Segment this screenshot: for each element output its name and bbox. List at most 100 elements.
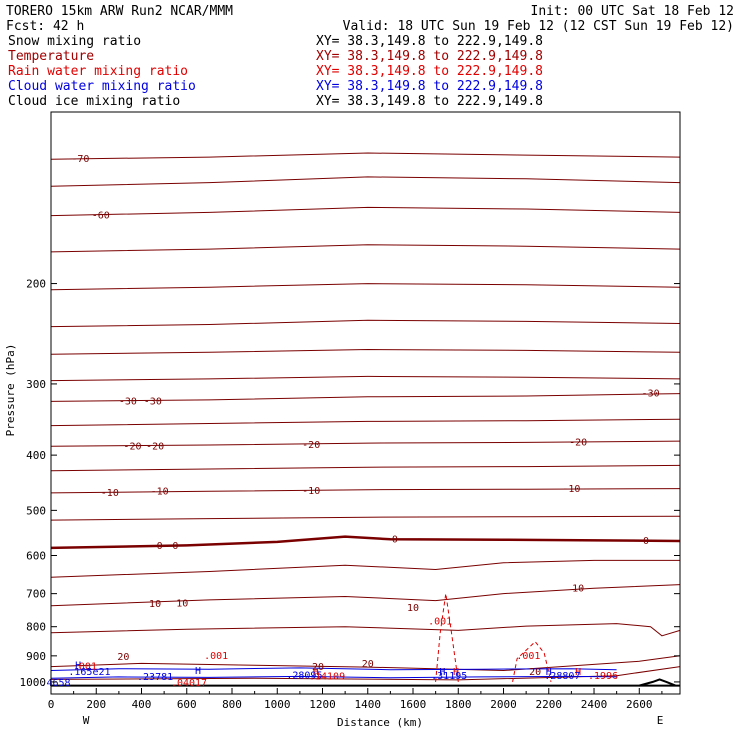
contour-label: -20 — [569, 437, 587, 448]
plot-frame — [50, 111, 681, 695]
cloud-water-contour — [50, 667, 617, 671]
temperature-contour — [50, 440, 681, 447]
x-axis-label: Distance (km) — [337, 716, 423, 729]
temperature-contour — [50, 488, 681, 494]
temperature-contour — [50, 515, 681, 521]
temperature-contour — [50, 375, 681, 382]
contour-label: 20 — [117, 652, 129, 663]
contour-label: -30 — [119, 396, 137, 407]
rain-contours — [435, 593, 552, 683]
y-tick-label: 800 — [26, 621, 46, 634]
legend-item-xy: XY= 38.3,149.8 to 222.9,149.8 — [316, 79, 543, 94]
max-annotation: H — [439, 667, 445, 678]
temperature-contour — [50, 393, 681, 402]
header-init-time: Init: 00 UTC Sat 18 Feb 12 — [531, 4, 735, 19]
x-tick-label: 400 — [132, 698, 152, 711]
contour-label: 10 — [572, 583, 584, 594]
x-tick-label: 0 — [48, 698, 55, 711]
temperature-contour — [50, 348, 681, 355]
contour-label: 0 — [172, 541, 178, 552]
y-tick-label: 900 — [26, 650, 46, 663]
contour-label: 20 — [529, 667, 541, 678]
temperature-contour — [50, 176, 681, 187]
temperature-contour — [50, 283, 681, 291]
max-annotation: H — [453, 667, 459, 678]
temperature-contour — [50, 206, 681, 217]
max-annotation: .001 — [73, 662, 97, 673]
max-annotation: .23781 — [137, 672, 173, 683]
temperature-contour — [50, 418, 681, 427]
contour-label: 10 — [176, 598, 188, 609]
legend-item-label: Temperature — [8, 49, 94, 64]
x-tick-label: 1000 — [264, 698, 291, 711]
x-tick-label: 1200 — [309, 698, 336, 711]
cloud-water-contours — [50, 667, 617, 679]
max-annotation: H — [575, 667, 581, 678]
header: TORERO 15km ARW Run2 NCAR/MMM Init: 00 U… — [6, 4, 734, 34]
y-tick-label: 700 — [26, 588, 46, 601]
x-tick-label: 600 — [177, 698, 197, 711]
max-annotation: H — [313, 667, 319, 678]
max-annotation: .04017 — [171, 678, 207, 689]
contour-label: 20 — [362, 659, 374, 670]
x-tick-label: 800 — [222, 698, 242, 711]
contour-label: 0 — [392, 534, 398, 545]
contour-label: 10 — [149, 599, 161, 610]
east-end-label: E — [657, 714, 664, 727]
temperature-contour — [50, 244, 681, 253]
legend-item-label: Snow mixing ratio — [8, 34, 141, 49]
max-annotation: H — [195, 666, 201, 677]
contour-label: 20 — [312, 662, 324, 673]
x-tick-label: 2400 — [581, 698, 608, 711]
legend-item-label: Rain water mixing ratio — [8, 64, 188, 79]
max-annotation: .001 — [204, 651, 228, 662]
contour-label: -20 — [146, 441, 164, 452]
legend-item-label: Cloud water mixing ratio — [8, 79, 196, 94]
max-annotation: .28095 — [286, 671, 322, 682]
max-annotation: .4658 — [40, 678, 70, 689]
temperature-contour — [50, 559, 680, 578]
y-axis-label: Pressure (hPa) — [4, 344, 17, 437]
terrain-bump — [639, 678, 676, 687]
temperature-contours — [50, 152, 681, 681]
contour-labels: -70 -60 -30 -30 -30 -20 -20 -20 -20 -10 -10 -10 -10 0… — [71, 154, 659, 678]
contour-label: -20 — [302, 440, 320, 451]
x-tick-label: 200 — [86, 698, 106, 711]
max-annotation: .31195 — [431, 671, 467, 682]
max-annotation: .28807 — [544, 671, 580, 682]
cloud-water-contour — [50, 675, 617, 679]
x-tick-label: 2200 — [536, 698, 563, 711]
temperature-contour — [50, 535, 681, 550]
max-annotation: .165e21 — [68, 667, 110, 678]
contour-label: -10 — [101, 488, 119, 499]
contour-label: -20 — [123, 441, 141, 452]
max-annotation: .14109 — [309, 671, 345, 682]
max-annotation: H — [75, 660, 81, 671]
contour-label: 0 — [643, 536, 649, 547]
header-forecast-hour: Fcst: 42 h — [6, 19, 84, 34]
contour-label: -10 — [302, 486, 320, 497]
y-tick-label: 600 — [26, 549, 46, 562]
x-tick-label: 1800 — [445, 698, 472, 711]
legend-item-xy: XY= 38.3,149.8 to 222.9,149.8 — [316, 94, 543, 109]
max-annotation: .001 — [516, 651, 540, 662]
header-title: TORERO 15km ARW Run2 NCAR/MMM — [6, 4, 233, 19]
contour-label: -10 — [562, 484, 580, 495]
contour-label: -10 — [151, 486, 169, 497]
x-tick-label: 2000 — [490, 698, 517, 711]
x-tick-label: 1400 — [355, 698, 382, 711]
temperature-contour — [50, 152, 681, 160]
temperature-contour — [50, 584, 681, 607]
y-tick-label: 1000 — [20, 676, 47, 689]
header-valid-time: Valid: 18 UTC Sun 19 Feb 12 (12 CST Sun … — [343, 19, 734, 34]
west-end-label: W — [83, 714, 90, 727]
legend-item-xy: XY= 38.3,149.8 to 222.9,149.8 — [316, 49, 543, 64]
contour-label: -60 — [92, 211, 110, 222]
temperature-contour — [50, 464, 681, 472]
legend-item-xy: XY= 38.3,149.8 to 222.9,149.8 — [316, 64, 543, 79]
legend-item-label: Cloud ice mixing ratio — [8, 94, 180, 109]
x-tick-label: 2600 — [626, 698, 653, 711]
max-annotation: H — [546, 667, 552, 678]
